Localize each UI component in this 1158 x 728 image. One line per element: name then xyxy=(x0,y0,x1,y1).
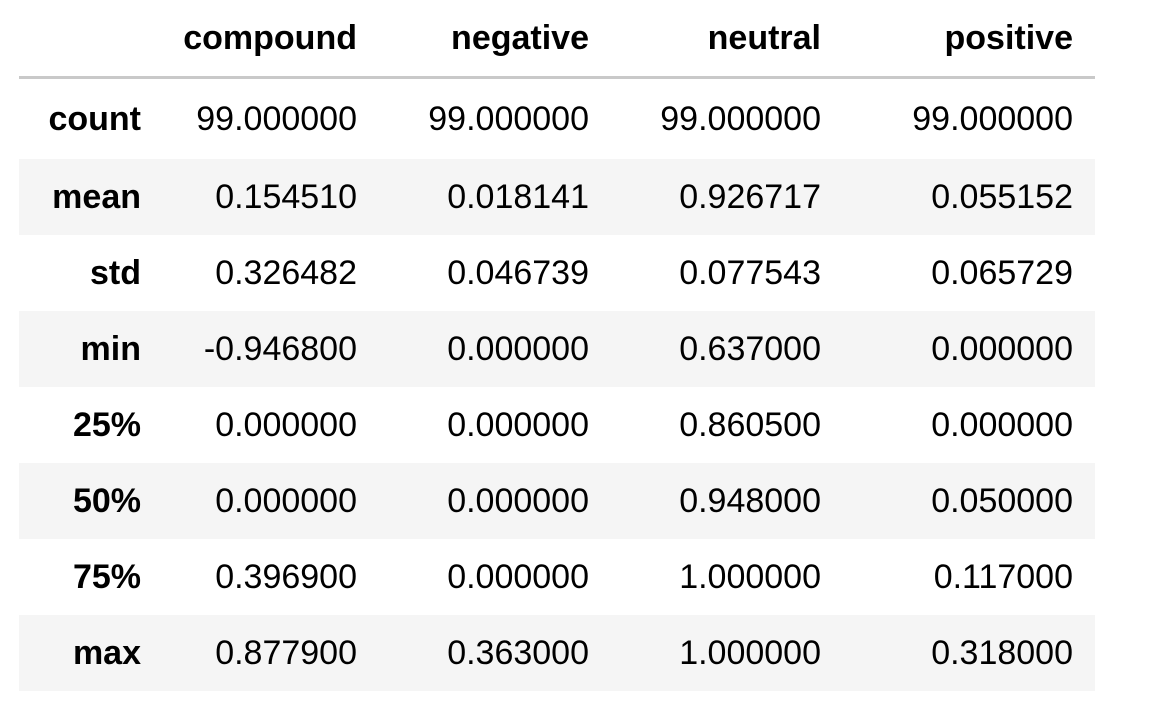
table-row-std: std 0.326482 0.046739 0.077543 0.065729 xyxy=(19,235,1095,311)
cell-negative: 0.000000 xyxy=(447,557,589,596)
cell-negative: 99.000000 xyxy=(428,99,589,138)
table-body: count 99.000000 99.000000 99.000000 99.0… xyxy=(19,78,1095,691)
cell-positive: 0.000000 xyxy=(931,329,1073,368)
cell-negative: 0.046739 xyxy=(447,253,589,292)
row-label: max xyxy=(72,633,141,672)
cell-compound: 0.154510 xyxy=(215,177,357,216)
table-row-max: max 0.877900 0.363000 1.000000 0.318000 xyxy=(19,615,1095,691)
table-header: compound negative neutral positive xyxy=(19,0,1095,79)
row-label: count xyxy=(48,99,141,138)
describe-table: compound negative neutral positive count… xyxy=(19,0,1095,691)
cell-compound: 0.396900 xyxy=(215,557,357,596)
dataframe-container: compound negative neutral positive count… xyxy=(19,0,1095,691)
cell-positive: 0.050000 xyxy=(931,481,1073,520)
row-label: 75% xyxy=(72,557,141,596)
column-header-compound: compound xyxy=(155,0,379,79)
row-label: 50% xyxy=(72,481,141,520)
column-header-negative: negative xyxy=(379,0,611,79)
cell-positive: 0.318000 xyxy=(931,633,1073,672)
cell-positive: 99.000000 xyxy=(912,99,1073,138)
cell-neutral: 1.000000 xyxy=(679,557,821,596)
cell-negative: 0.000000 xyxy=(447,329,589,368)
column-header-positive: positive xyxy=(843,0,1095,79)
cell-negative: 0.018141 xyxy=(447,177,589,216)
row-label: min xyxy=(80,329,141,368)
row-label: mean xyxy=(52,177,141,216)
header-row: compound negative neutral positive xyxy=(19,0,1095,79)
cell-negative: 0.000000 xyxy=(447,481,589,520)
cell-neutral: 1.000000 xyxy=(679,633,821,672)
cell-compound: 0.326482 xyxy=(215,253,357,292)
row-label: std xyxy=(90,253,141,292)
cell-neutral: 0.860500 xyxy=(679,405,821,444)
cell-neutral: 0.926717 xyxy=(679,177,821,216)
table-row-25: 25% 0.000000 0.000000 0.860500 0.000000 xyxy=(19,387,1095,463)
cell-compound: -0.946800 xyxy=(203,329,357,368)
cell-positive: 0.117000 xyxy=(933,557,1073,596)
cell-neutral: 0.948000 xyxy=(679,481,821,520)
cell-negative: 0.363000 xyxy=(447,633,589,672)
cell-compound: 0.877900 xyxy=(215,633,357,672)
cell-compound: 0.000000 xyxy=(215,405,357,444)
cell-positive: 0.065729 xyxy=(931,253,1073,292)
table-row-50: 50% 0.000000 0.000000 0.948000 0.050000 xyxy=(19,463,1095,539)
cell-positive: 0.055152 xyxy=(931,177,1073,216)
cell-neutral: 99.000000 xyxy=(660,99,821,138)
table-row-count: count 99.000000 99.000000 99.000000 99.0… xyxy=(19,78,1095,160)
cell-negative: 0.000000 xyxy=(447,405,589,444)
table-row-mean: mean 0.154510 0.018141 0.926717 0.055152 xyxy=(19,159,1095,235)
index-header xyxy=(19,0,155,79)
cell-positive: 0.000000 xyxy=(931,405,1073,444)
cell-neutral: 0.077543 xyxy=(679,253,821,292)
column-header-neutral: neutral xyxy=(611,0,843,79)
cell-compound: 0.000000 xyxy=(215,481,357,520)
table-row-min: min -0.946800 0.000000 0.637000 0.000000 xyxy=(19,311,1095,387)
cell-neutral: 0.637000 xyxy=(679,329,821,368)
cell-compound: 99.000000 xyxy=(196,99,357,138)
row-label: 25% xyxy=(72,405,141,444)
table-row-75: 75% 0.396900 0.000000 1.000000 0.117000 xyxy=(19,539,1095,615)
